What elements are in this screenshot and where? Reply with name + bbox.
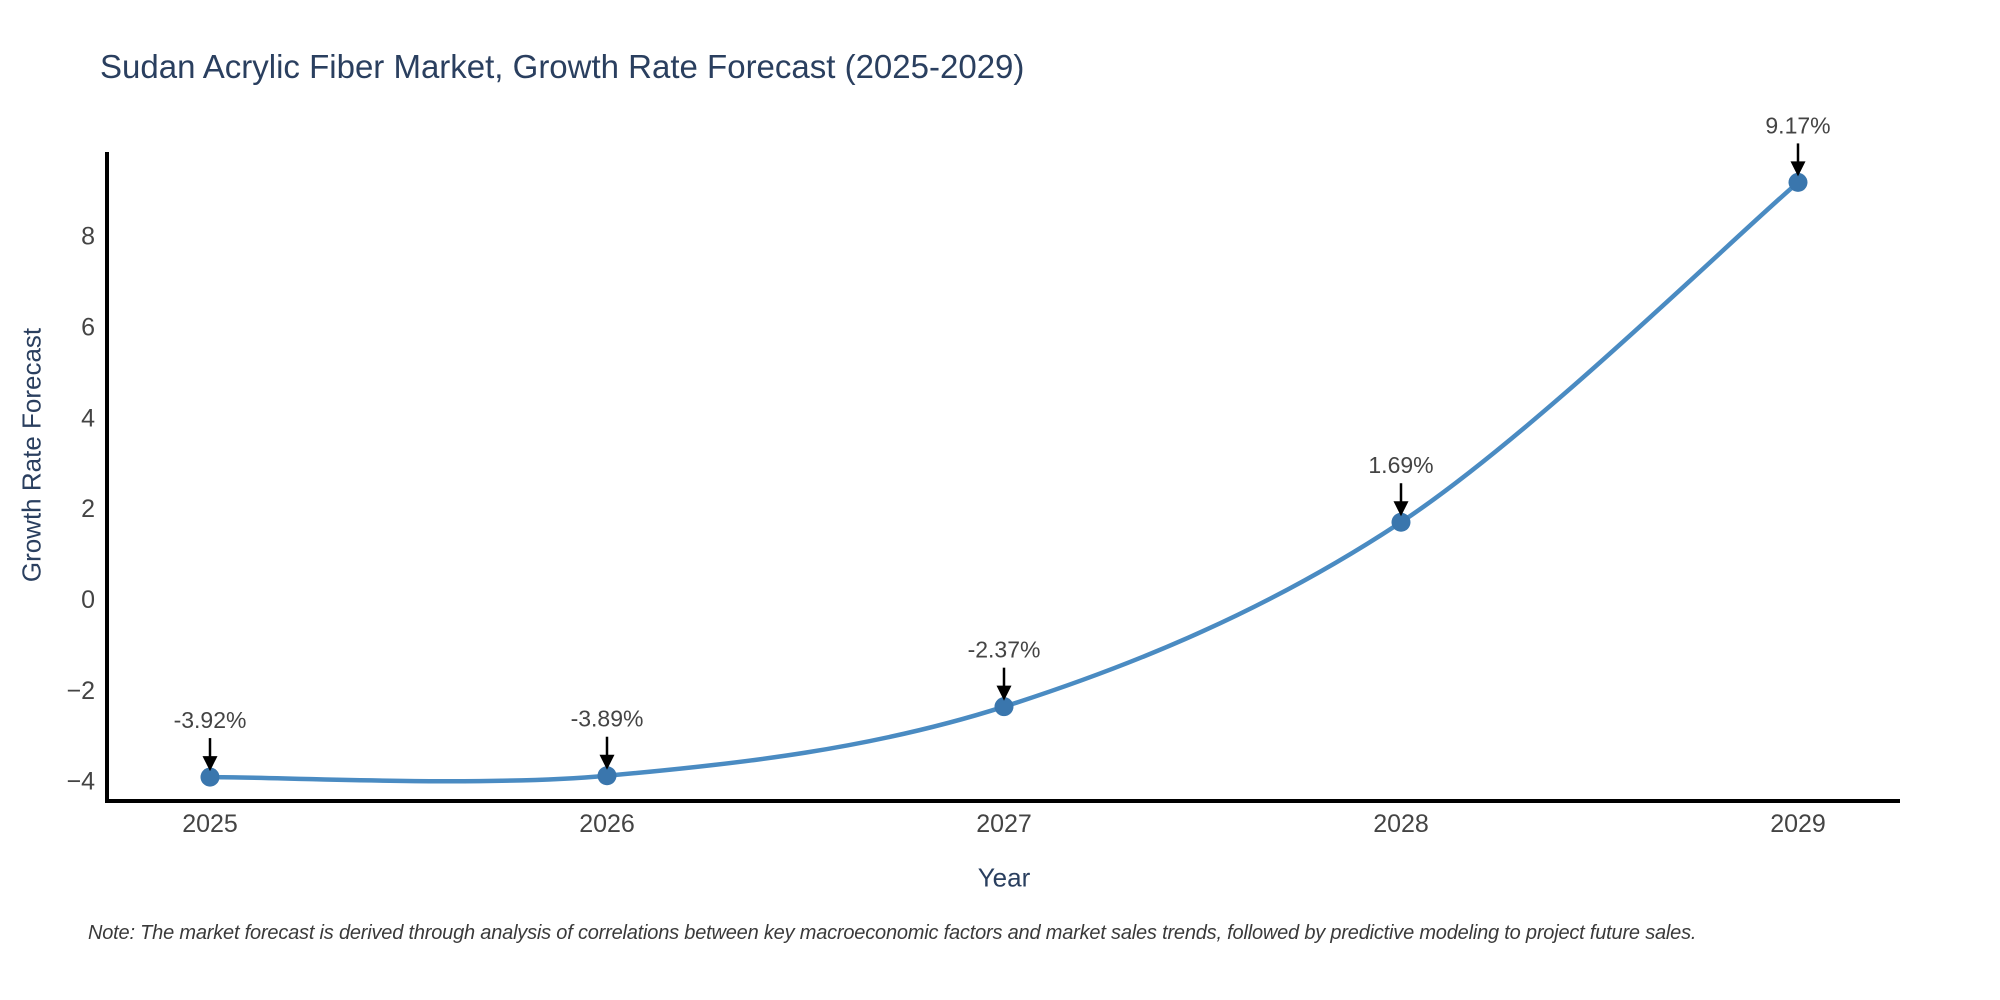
y-tick-label: 6 xyxy=(81,313,95,341)
annotation-arrowhead xyxy=(599,754,615,770)
x-axis-title: Year xyxy=(977,862,1031,893)
x-tick-label: 2025 xyxy=(182,810,238,838)
data-point-marker xyxy=(200,767,220,787)
y-tick-label: 8 xyxy=(81,223,95,251)
data-point-marker xyxy=(1788,172,1808,192)
y-axis-title: Growth Rate Forecast xyxy=(16,327,47,583)
chart-title: Sudan Acrylic Fiber Market, Growth Rate … xyxy=(100,48,1025,85)
point-value-label: -3.89% xyxy=(571,706,644,732)
annotation-arrowhead xyxy=(1393,501,1409,517)
data-point-marker xyxy=(597,766,617,786)
forecast-line-series xyxy=(207,180,1801,784)
footnote: Note: The market forecast is derived thr… xyxy=(88,922,1697,944)
data-point-marker xyxy=(994,697,1014,717)
x-tick-label: 2029 xyxy=(1770,810,1826,838)
y-tick-label: 0 xyxy=(81,586,95,614)
x-tick-label: 2028 xyxy=(1373,810,1429,838)
annotation-arrowhead xyxy=(202,756,218,772)
y-tick-label: −4 xyxy=(66,768,95,796)
x-tick-label: 2026 xyxy=(579,810,635,838)
annotation-arrowhead xyxy=(996,685,1012,701)
data-point-marker xyxy=(1391,512,1411,532)
point-value-label: -3.92% xyxy=(174,707,247,733)
annotation-arrowhead xyxy=(1790,161,1806,177)
point-value-label: 9.17% xyxy=(1765,112,1830,138)
y-tick-label: −2 xyxy=(66,677,95,705)
x-tick-label: 2027 xyxy=(976,810,1032,838)
y-tick-label: 2 xyxy=(81,495,95,523)
y-tick-label: 4 xyxy=(81,404,95,432)
point-value-label: -2.37% xyxy=(968,637,1041,663)
point-value-label: 1.69% xyxy=(1368,452,1433,478)
